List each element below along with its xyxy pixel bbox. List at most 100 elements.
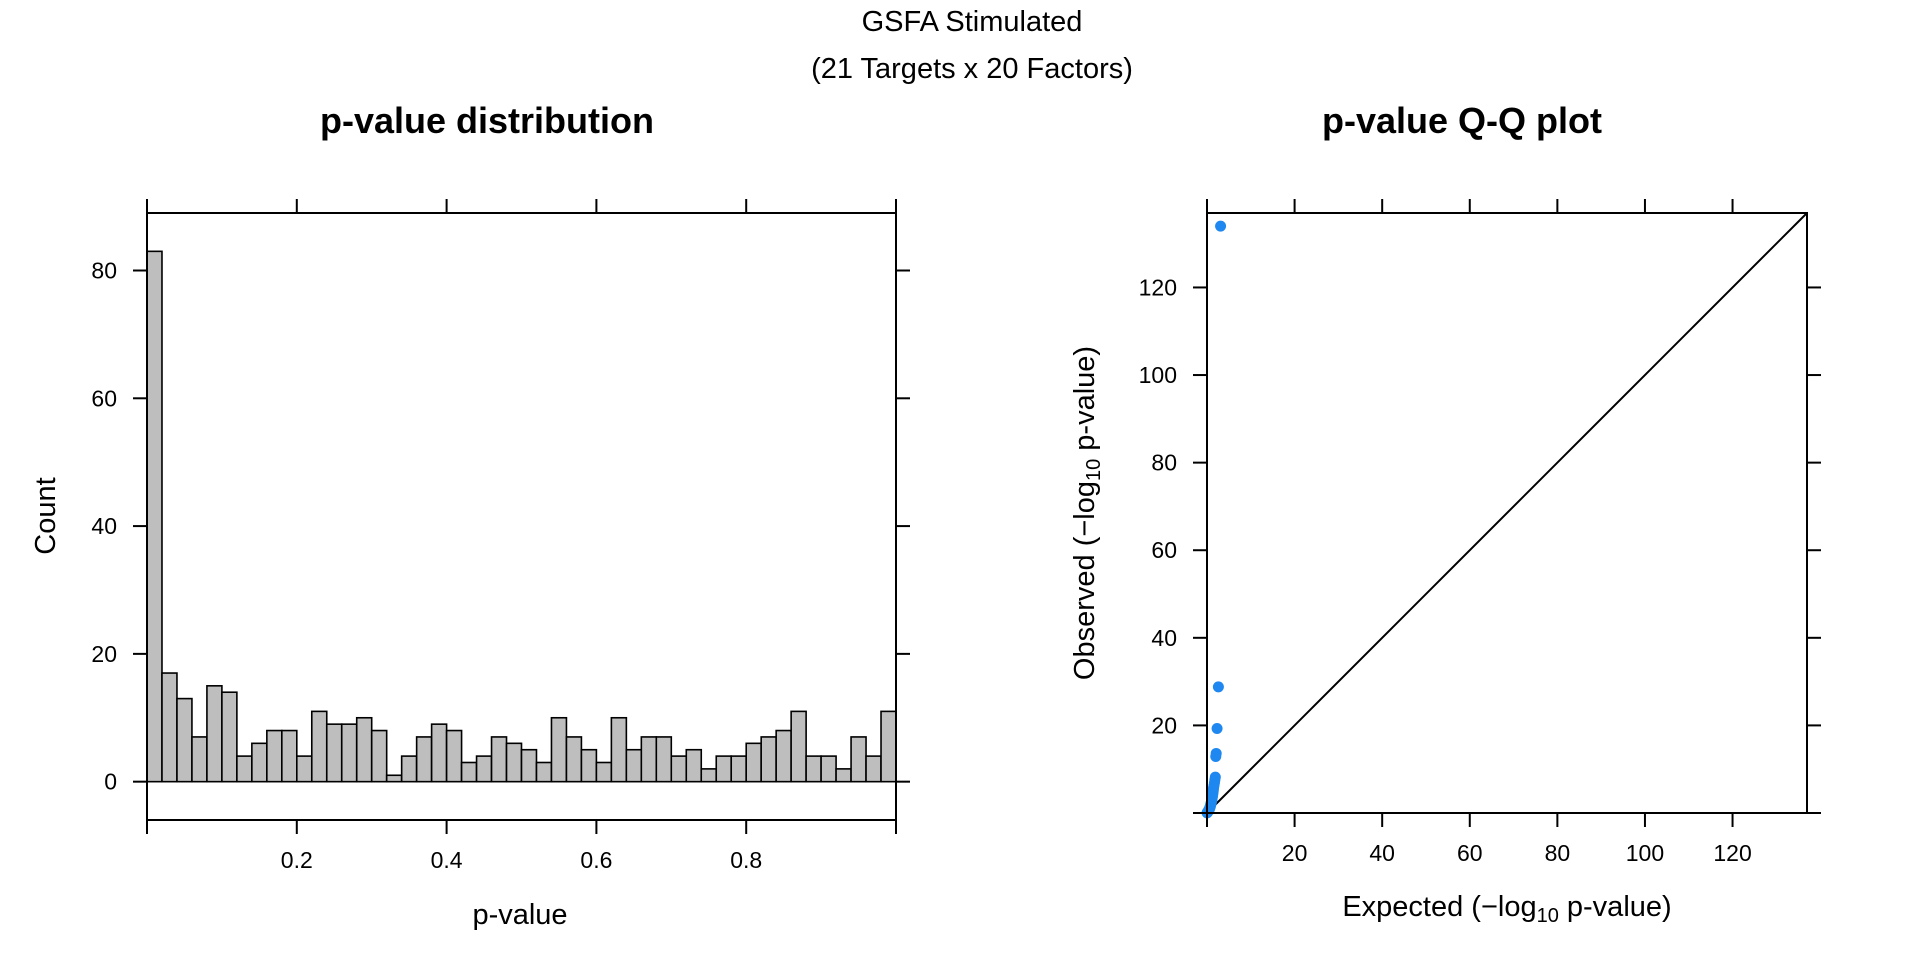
histogram-xtick-label: 0.2 <box>281 847 313 873</box>
qq-ytick-label: 60 <box>1151 537 1177 563</box>
qq-xlabel-part1: Expected (−log <box>1342 891 1536 923</box>
histogram-bar <box>325 723 343 783</box>
qq-point <box>1210 751 1222 763</box>
histogram-bar <box>670 755 688 783</box>
qq-ytick-label: 100 <box>1139 362 1177 388</box>
histogram-bar <box>520 748 538 783</box>
histogram-ytick-label: 80 <box>91 258 117 284</box>
qq-title: p-value Q-Q plot <box>1322 100 1602 141</box>
histogram-bar <box>266 729 283 783</box>
qq-xlabel-part3: p-value) <box>1559 891 1672 923</box>
histogram-bar <box>835 768 852 783</box>
qq-ytick-label: 20 <box>1151 712 1177 738</box>
histogram-bar <box>221 691 238 783</box>
histogram-bar <box>236 755 253 783</box>
histogram-bar <box>850 736 867 783</box>
histogram-bar <box>685 748 703 783</box>
histogram-bar <box>790 710 807 783</box>
qq-ytick-label: 80 <box>1151 450 1177 476</box>
histogram-ytick-label: 60 <box>91 385 117 411</box>
histogram-bar <box>880 710 897 783</box>
qq-xtick-label: 80 <box>1545 840 1571 866</box>
qq-ytick-label: 120 <box>1139 274 1177 300</box>
qq-xtick-label: 40 <box>1369 840 1395 866</box>
histogram-bar <box>295 755 313 783</box>
qq-xtick-label: 20 <box>1282 840 1308 866</box>
histogram-bar <box>475 755 493 783</box>
qq-point <box>1212 681 1224 693</box>
histogram-bar <box>700 768 718 783</box>
histogram-xlabel: p-value <box>472 899 567 931</box>
histogram-bar <box>730 755 747 783</box>
histogram-ticks: 0.2 0.4 0.6 0.8 0 20 40 60 80 <box>91 199 910 873</box>
qq-panel: p-value Q-Q plot Expected (−log10 p-valu… <box>1069 100 1821 927</box>
qq-ylabel: Observed (−log10 p-value) <box>1069 346 1105 680</box>
histogram-bar <box>775 729 792 783</box>
histogram-bar <box>625 748 643 783</box>
histogram-bars <box>146 250 897 783</box>
histogram-bar <box>310 710 328 783</box>
histogram-bar <box>760 736 777 783</box>
histogram-bar <box>610 716 628 783</box>
histogram-bar <box>340 723 358 783</box>
histogram-bar <box>490 736 508 783</box>
histogram-ytick-label: 40 <box>91 513 117 539</box>
histogram-bar <box>565 736 583 783</box>
histogram-title: p-value distribution <box>320 100 654 141</box>
qq-xlabel: Expected (−log10 p-value) <box>1342 891 1671 927</box>
qq-ylabel-subscript: 10 <box>1083 459 1105 481</box>
qq-ylabel-part1: Observed (−log <box>1069 481 1101 680</box>
histogram-panel: p-value distribution p-value Count 0.2 0.… <box>30 100 910 931</box>
figure-title-line1: GSFA Stimulated <box>862 6 1083 38</box>
histogram-bar <box>251 742 268 783</box>
histogram-bar <box>580 748 598 783</box>
histogram-xtick-label: 0.8 <box>730 847 762 873</box>
qq-reference-line <box>1206 212 1808 814</box>
qq-ytick-label: 40 <box>1151 625 1177 651</box>
histogram-xtick-label: 0.4 <box>431 847 463 873</box>
histogram-bar <box>640 736 658 783</box>
histogram-bar <box>595 761 613 783</box>
histogram-bar <box>715 755 733 783</box>
histogram-bar <box>415 736 433 783</box>
figure-title-line2: (21 Targets x 20 Factors) <box>811 53 1133 85</box>
histogram-bar <box>460 761 478 783</box>
histogram-ytick-label: 0 <box>104 769 117 795</box>
histogram-bar <box>505 742 523 783</box>
qq-ticks: 20 40 60 80 100 120 20 40 60 80 100 120 <box>1139 199 1821 866</box>
histogram-bar <box>385 774 403 783</box>
histogram-bar <box>400 755 418 783</box>
histogram-frame <box>146 212 897 821</box>
qq-xlabel-subscript: 10 <box>1537 905 1559 927</box>
qq-xtick-label: 60 <box>1457 840 1483 866</box>
qq-point <box>1215 220 1227 232</box>
histogram-bar <box>146 250 163 783</box>
histogram-bar <box>805 755 822 783</box>
histogram-bar <box>745 742 762 783</box>
histogram-bar <box>865 755 882 783</box>
histogram-bar <box>161 672 178 783</box>
qq-frame <box>1206 212 1808 814</box>
histogram-bar <box>820 755 837 783</box>
histogram-bar <box>535 761 553 783</box>
histogram-bar <box>550 716 568 783</box>
qq-ylabel-part3: p-value) <box>1069 346 1101 459</box>
histogram-bar <box>355 716 373 783</box>
histogram-ylabel: Count <box>30 477 62 554</box>
histogram-xtick-label: 0.6 <box>580 847 612 873</box>
histogram-bar <box>370 729 388 783</box>
histogram-bar <box>281 729 298 783</box>
histogram-bar <box>206 685 223 783</box>
histogram-bar <box>445 729 463 783</box>
histogram-bar <box>655 736 673 783</box>
histogram-bar <box>191 736 208 783</box>
histogram-bar <box>430 723 448 783</box>
qq-xtick-label: 100 <box>1626 840 1664 866</box>
qq-xtick-label: 120 <box>1713 840 1751 866</box>
qq-point <box>1211 722 1223 734</box>
histogram-bar <box>176 697 193 783</box>
qq-points <box>1201 220 1227 819</box>
histogram-ytick-label: 20 <box>91 641 117 667</box>
